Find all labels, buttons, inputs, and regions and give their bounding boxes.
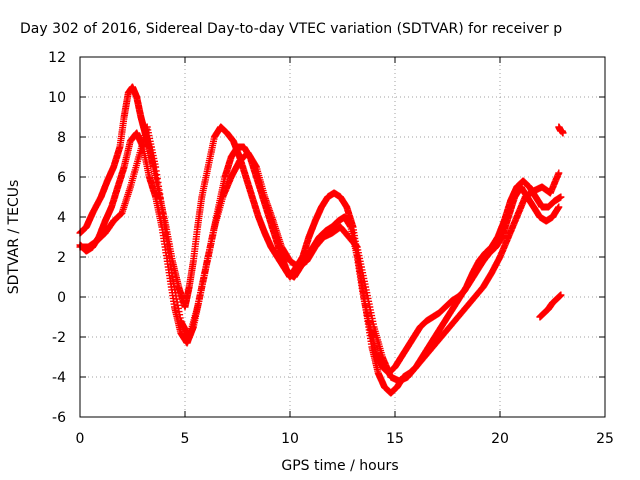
data-series bbox=[536, 291, 565, 321]
x-tick-label: 20 bbox=[491, 431, 509, 447]
x-tick-label: 10 bbox=[281, 431, 299, 447]
data-series bbox=[76, 129, 563, 377]
y-tick-label: 8 bbox=[57, 130, 66, 146]
y-tick-label: -6 bbox=[52, 410, 66, 426]
y-tick-label: -4 bbox=[52, 370, 66, 386]
y-tick-label: 6 bbox=[57, 170, 66, 186]
y-tick-label: 12 bbox=[48, 50, 66, 66]
chart-title: Day 302 of 2016, Sidereal Day-to-day VTE… bbox=[20, 21, 562, 37]
data-point-markers bbox=[76, 129, 563, 377]
x-tick-label: 15 bbox=[386, 431, 404, 447]
y-tick-label: 4 bbox=[57, 210, 66, 226]
y-tick-label: 0 bbox=[57, 290, 66, 306]
data-points bbox=[76, 83, 567, 397]
data-series bbox=[555, 123, 567, 137]
x-tick-label: 25 bbox=[596, 431, 614, 447]
y-tick-label: -2 bbox=[52, 330, 66, 346]
plot-frame bbox=[79, 56, 606, 418]
x-axis-title: GPS time / hours bbox=[281, 458, 398, 474]
y-tick-label: 2 bbox=[57, 250, 66, 266]
x-tick-label: 5 bbox=[181, 431, 190, 447]
y-tick-label: 10 bbox=[48, 90, 66, 106]
y-axis-title: SDTVAR / TECUs bbox=[6, 180, 22, 295]
data-point-markers bbox=[536, 291, 565, 321]
data-point-markers bbox=[555, 123, 567, 137]
grid bbox=[80, 57, 605, 417]
x-tick-label: 0 bbox=[76, 431, 85, 447]
